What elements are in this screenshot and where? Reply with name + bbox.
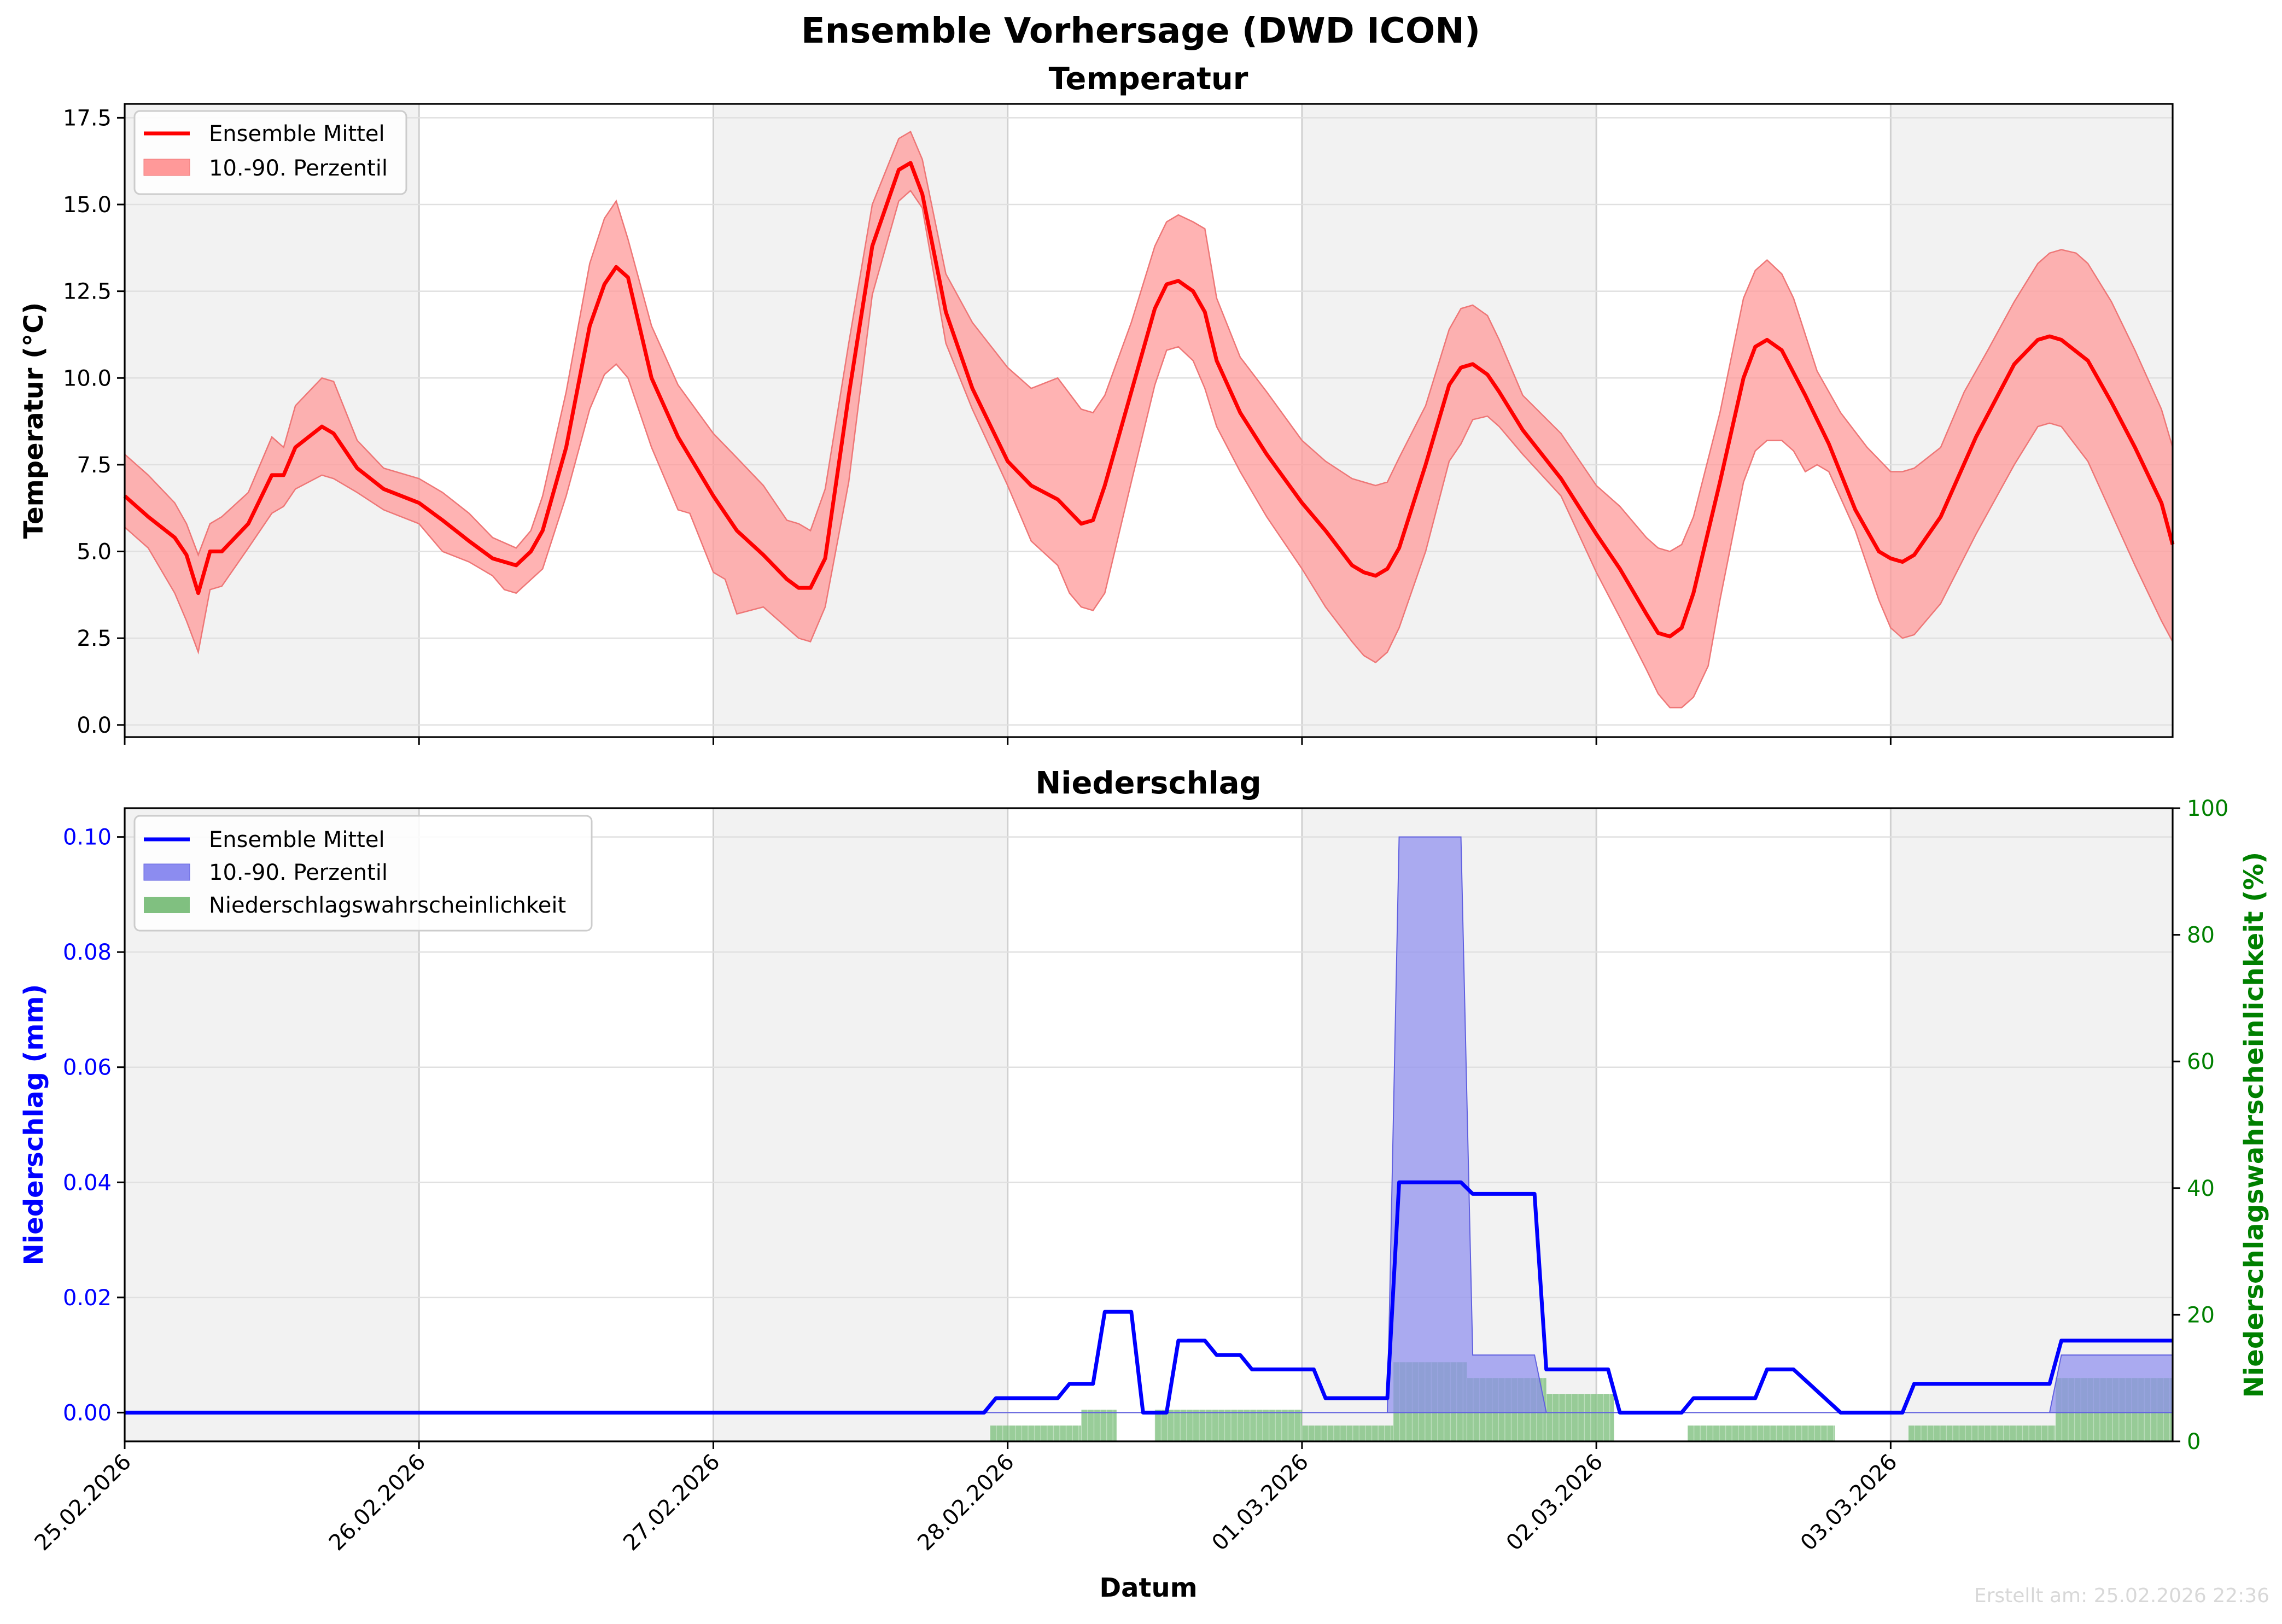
y-tick-label: 0.10	[63, 825, 112, 850]
night-band	[713, 808, 1008, 1441]
temperature-title: Temperatur	[1049, 61, 1248, 97]
temperature-mean-line	[123, 161, 2175, 639]
x-tick-label: 02.03.2026	[1502, 1450, 1608, 1556]
y-tick-label: 0.0	[77, 713, 112, 738]
y-tick-label: 0.02	[63, 1286, 112, 1311]
y2-tick-label: 0	[2187, 1429, 2201, 1454]
y-tick-label: 2.5	[77, 626, 112, 651]
probability-bar	[1687, 1426, 1835, 1441]
y-tick-label: 15.0	[63, 192, 112, 218]
x-tick-label: 01.03.2026	[1207, 1450, 1314, 1556]
legend-patch-band	[143, 159, 190, 176]
x-tick-label: 27.02.2026	[618, 1450, 725, 1556]
y2-tick-label: 80	[2187, 923, 2215, 948]
probability-bar	[1908, 1426, 2056, 1441]
x-tick-label: 28.02.2026	[913, 1450, 1019, 1556]
y-tick-label: 10.0	[63, 366, 112, 391]
x-tick-label: 03.03.2026	[1796, 1450, 1902, 1556]
night-band	[713, 104, 1008, 737]
temperature-y-axis: 0.0 2.5 5.0 7.5 10.0 12.5 15.0 17.5	[63, 106, 125, 738]
precipitation-title: Niederschlag	[1035, 766, 1261, 801]
x-axis-label: Datum	[1099, 1573, 1197, 1603]
y2-tick-label: 60	[2187, 1049, 2215, 1074]
precipitation-y-axis: 0.00 0.02 0.04 0.06 0.08 0.10	[63, 825, 125, 1426]
precipitation-panel: 0.00 0.02 0.04 0.06 0.08 0.10 0 20 40 60 80 100 25…	[19, 766, 2269, 1603]
probability-ylabel: Niederschlagswahrscheinlichkeit (%)	[2239, 852, 2269, 1398]
temperature-plot-frame	[124, 103, 2174, 738]
y-tick-label: 5.0	[77, 540, 112, 565]
temperature-x-ticks	[124, 737, 1892, 745]
precipitation-plot-frame	[124, 807, 2174, 1442]
y-tick-label: 0.00	[63, 1400, 112, 1426]
temperature-legend: Ensemble Mittel 10.-90. Perzentil	[133, 110, 407, 195]
legend-label-mean: Ensemble Mittel	[209, 827, 385, 852]
probability-bar	[1302, 1426, 1393, 1441]
legend-label-mean: Ensemble Mittel	[209, 121, 385, 147]
probability-bar	[1154, 1410, 1302, 1441]
y-tick-label: 0.08	[63, 940, 112, 965]
temperature-grid	[125, 104, 2173, 737]
legend-label-band: 10.-90. Perzentil	[209, 156, 388, 181]
night-band	[1890, 808, 2173, 1441]
y-tick-label: 12.5	[63, 279, 112, 305]
night-shading	[125, 104, 2173, 737]
temperature-percentile-band	[124, 130, 2174, 709]
probability-bar	[1081, 1410, 1117, 1441]
precipitation-mean-line	[125, 1180, 2173, 1415]
y-tick-label: 0.06	[63, 1055, 112, 1080]
probability-y-axis: 0 20 40 60 80 100	[2173, 796, 2228, 1454]
temperature-panel: 0.0 2.5 5.0 7.5 10.0 12.5 15.0 17.5 Temperatur …	[19, 61, 2175, 745]
legend-label-probability: Niederschlagswahrscheinlichkeit	[209, 893, 566, 918]
legend-label-band: 10.-90. Perzentil	[209, 860, 388, 885]
x-tick-label: 25.02.2026	[30, 1450, 136, 1556]
precipitation-ylabel: Niederschlag (mm)	[19, 984, 49, 1266]
probability-bar	[1546, 1394, 1614, 1441]
figure-title: Ensemble Vorhersage (DWD ICON)	[801, 11, 1480, 51]
probability-bar	[990, 1426, 1082, 1441]
y2-tick-label: 40	[2187, 1176, 2215, 1201]
temperature-ylabel: Temperatur (°C)	[19, 302, 49, 539]
legend-patch-probability	[144, 897, 190, 913]
y2-tick-label: 100	[2187, 796, 2228, 821]
y-tick-label: 0.04	[63, 1170, 112, 1195]
y-tick-label: 17.5	[63, 106, 112, 131]
x-tick-label: 26.02.2026	[324, 1450, 430, 1556]
y-tick-label: 7.5	[77, 453, 112, 478]
footer-timestamp: Erstellt am: 25.02.2026 22:36	[1974, 1585, 2269, 1607]
y2-tick-label: 20	[2187, 1302, 2215, 1328]
precipitation-legend: Ensemble Mittel 10.-90. Perzentil Nieder…	[133, 815, 593, 932]
night-band	[125, 104, 419, 737]
date-x-axis: 25.02.2026 26.02.2026 27.02.2026 28.02.2026…	[30, 1441, 1902, 1556]
legend-patch-band	[143, 863, 190, 881]
